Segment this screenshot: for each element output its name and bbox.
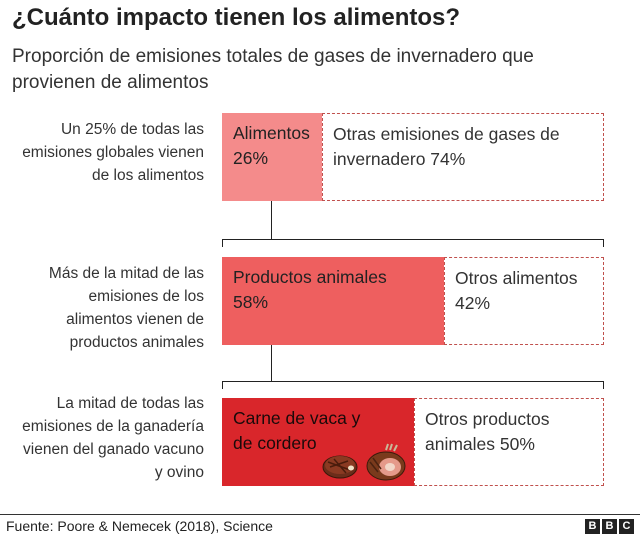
bar-rest-other-foods: Otros alimentos 42% xyxy=(444,257,604,345)
row-description-food: Un 25% de todas las emisiones globales v… xyxy=(22,121,204,184)
connector-stem-1 xyxy=(271,201,272,239)
bar-label-animal-products: Productos animales 58% xyxy=(233,267,387,312)
bar-label-other-animal-products: Otros productos animales 50% xyxy=(425,409,550,454)
bbc-logo-letter: C xyxy=(619,519,634,534)
bar-label-food: Alimentos 26% xyxy=(233,123,310,168)
ham-icon xyxy=(366,443,406,481)
bbc-logo-letter: B xyxy=(585,519,600,534)
bar-part-animal-products: Productos animales 58% xyxy=(222,257,444,345)
connector-stem-2 xyxy=(271,345,272,381)
steak-icon xyxy=(322,455,358,479)
bbc-logo: B B C xyxy=(585,519,634,534)
row-description-beef-lamb: La mitad de todas las emisiones de la ga… xyxy=(22,395,204,481)
bar-label-other-emissions: Otras emisiones de gases de invernadero … xyxy=(333,124,560,169)
bar-label-other-foods: Otros alimentos 42% xyxy=(455,268,578,313)
bar-rest-other-emissions: Otras emisiones de gases de invernadero … xyxy=(322,113,604,201)
row-description-animal-products: Más de la mitad de las emisiones de los … xyxy=(48,265,204,351)
connector-bracket-2 xyxy=(222,381,604,389)
source-note: Fuente: Poore & Nemecek (2018), Science xyxy=(6,518,273,534)
chart-subtitle: Proporción de emisiones totales de gases… xyxy=(12,46,534,93)
bar-rest-other-animal-products: Otros productos animales 50% xyxy=(414,398,604,486)
bar-label-beef-lamb: Carne de vaca y de cordero xyxy=(233,408,361,453)
connector-bracket-1 xyxy=(222,239,604,247)
bar-part-food: Alimentos 26% xyxy=(222,113,322,201)
chart-title: ¿Cuánto impacto tienen los alimentos? xyxy=(12,4,461,31)
footer-divider xyxy=(0,514,640,515)
bar-part-beef-lamb: Carne de vaca y de cordero xyxy=(222,398,414,486)
bbc-logo-letter: B xyxy=(602,519,617,534)
